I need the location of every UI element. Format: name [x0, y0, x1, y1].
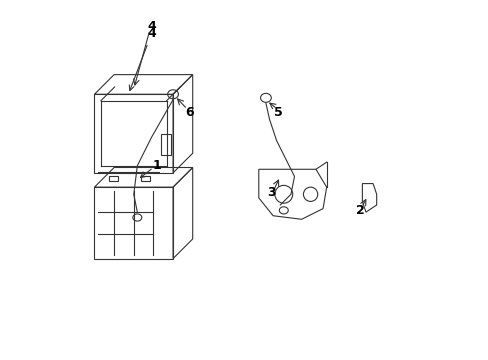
Text: 1: 1 [152, 159, 161, 172]
Text: 3: 3 [266, 186, 275, 199]
Bar [94, 187, 173, 258]
Text: 6: 6 [184, 105, 193, 119]
Text: 2: 2 [355, 204, 364, 217]
Bar [94, 94, 173, 173]
Text: 4: 4 [147, 20, 156, 33]
Text: 5: 5 [273, 105, 282, 119]
Bar [141, 176, 149, 181]
Bar [160, 134, 171, 155]
Bar [108, 176, 118, 181]
Text: 4: 4 [129, 27, 156, 90]
